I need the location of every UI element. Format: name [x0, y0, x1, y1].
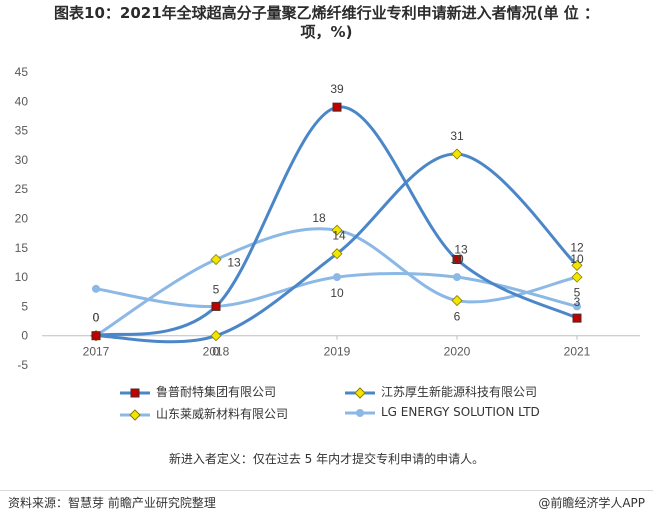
- data-point-diamond: [571, 271, 583, 283]
- y-tick-label: 25: [15, 182, 29, 196]
- footer: 资料来源：智慧芽 前瞻产业研究院整理 @前瞻经济学人APP: [0, 490, 653, 524]
- data-label: 31: [450, 129, 464, 143]
- legend-swatch: [120, 408, 150, 421]
- data-point-diamond: [331, 248, 343, 260]
- legend-swatch: [120, 388, 150, 397]
- legend-label: 鲁普耐特集团有限公司: [156, 385, 277, 399]
- x-tick-label: 2019: [324, 345, 351, 359]
- series-line: [95, 152, 579, 344]
- legend-item: 山东莱威新材料有限公司: [120, 405, 288, 422]
- data-point-diamond: [451, 294, 463, 307]
- data-label: 10: [570, 252, 584, 266]
- legend-label: LG ENERGY SOLUTION LTD: [381, 405, 540, 419]
- data-label: 10: [450, 252, 464, 266]
- data-point-square: [211, 301, 221, 311]
- legend-label: 江苏厚生新能源科技有限公司: [381, 385, 538, 399]
- data-point-diamond: [210, 253, 222, 266]
- data-point-square: [332, 102, 342, 112]
- y-tick-label: 20: [15, 212, 29, 226]
- data-point-circle: [453, 273, 461, 282]
- y-tick-label: 30: [15, 153, 29, 167]
- data-label: 13: [454, 243, 468, 257]
- data-point-square: [572, 313, 582, 323]
- x-tick-label: 2021: [564, 345, 591, 359]
- data-label: 14: [332, 229, 346, 243]
- data-point-circle: [333, 273, 341, 282]
- data-label: 12: [570, 240, 584, 254]
- data-point-circle: [92, 284, 100, 293]
- legend-item: LG ENERGY SOLUTION LTD: [345, 405, 540, 419]
- data-point-square: [91, 331, 101, 341]
- y-tick-label: 10: [15, 270, 29, 284]
- data-label: 13: [227, 256, 241, 270]
- brand-label: @前瞻经济学人APP: [538, 496, 645, 510]
- legend-item: 鲁普耐特集团有限公司: [120, 383, 276, 400]
- legend-label: 山东莱威新材料有限公司: [156, 407, 289, 421]
- y-tick-label: 40: [15, 94, 29, 108]
- chart-title-line1: 图表10：2021年全球超高分子量聚乙烯纤维行业专利申请新进入者情况(单 位 ：: [54, 4, 599, 22]
- data-label: 5: [213, 282, 220, 296]
- footer-divider: [0, 490, 653, 491]
- y-tick-label: 5: [21, 299, 28, 313]
- data-point-square: [452, 255, 462, 265]
- y-tick-label: -5: [17, 358, 28, 372]
- brand-text: @前瞻经济学人APP: [538, 494, 645, 511]
- series-line: [95, 227, 578, 337]
- x-tick-label: 2018: [203, 345, 230, 359]
- data-label: 0: [93, 311, 100, 325]
- data-label: 10: [330, 286, 344, 300]
- data-label: 3: [574, 295, 581, 309]
- data-point-circle: [573, 302, 581, 311]
- data-point-diamond: [331, 224, 343, 236]
- legend-item: 江苏厚生新能源科技有限公司: [345, 383, 537, 400]
- legend-swatch: [345, 408, 375, 417]
- data-point-diamond: [210, 330, 222, 342]
- y-tick-label: 35: [15, 124, 29, 138]
- data-label: 39: [330, 82, 344, 96]
- y-tick-label: 0: [21, 329, 28, 343]
- x-tick-label: 2020: [444, 345, 471, 359]
- data-point-diamond: [451, 148, 463, 160]
- chart-title: 图表10：2021年全球超高分子量聚乙烯纤维行业专利申请新进入者情况(单 位 ：…: [0, 4, 653, 42]
- chart-title-line2: 项，%): [300, 23, 353, 41]
- data-label: 0: [213, 345, 220, 359]
- x-tick-label: 2017: [83, 345, 110, 359]
- data-label: 5: [574, 285, 581, 299]
- data-point-diamond: [571, 259, 583, 271]
- y-tick-label: 15: [15, 241, 29, 255]
- definition-note: 新进入者定义：仅在过去 5 年内才提交专利申请的申请人。: [168, 452, 485, 466]
- data-label: 0: [93, 311, 100, 325]
- data-label: 6: [454, 310, 461, 324]
- legend-swatch: [345, 386, 375, 399]
- y-tick-label: 45: [15, 65, 29, 79]
- data-label: 18: [312, 211, 326, 225]
- source-text: 资料来源：智慧芽 前瞻产业研究院整理: [8, 496, 216, 510]
